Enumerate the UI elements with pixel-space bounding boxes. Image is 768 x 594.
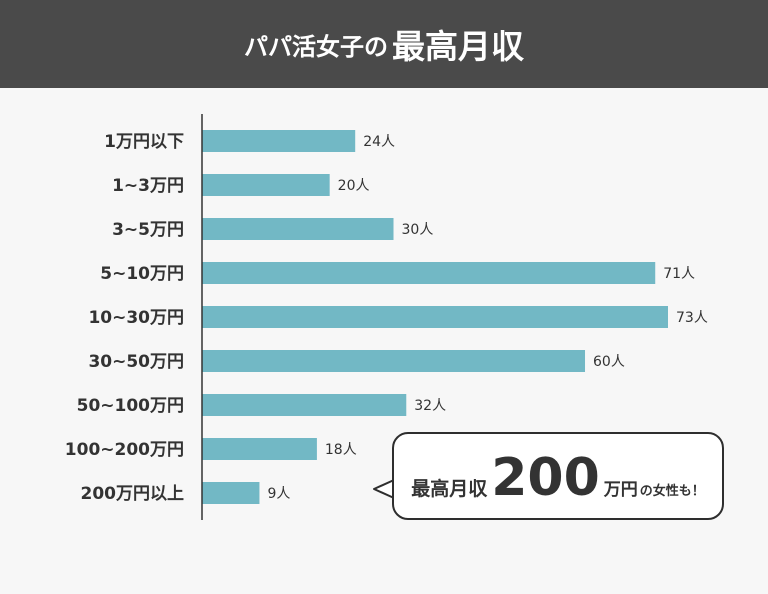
- callout-bubble: 最高月収 200 万円 の女性も！: [392, 432, 724, 520]
- bar: [202, 130, 356, 152]
- value-label: 9人: [267, 486, 290, 502]
- value-label: 32人: [414, 398, 446, 414]
- value-label: 24人: [363, 134, 395, 150]
- callout-number: 200: [491, 448, 600, 508]
- bar: [202, 482, 260, 504]
- value-label: 30人: [402, 222, 434, 238]
- chart-title-banner: パパ活女子の 最高月収: [0, 0, 768, 88]
- value-label: 60人: [593, 354, 625, 370]
- callout-tail-text: の女性も！: [639, 484, 705, 499]
- callout-prefix: 最高月収: [411, 478, 488, 500]
- title-main: 最高月収: [392, 27, 524, 66]
- bar: [202, 262, 656, 284]
- bar: [202, 174, 330, 196]
- bar: [202, 438, 317, 460]
- category-label: 3~5万円: [112, 220, 184, 240]
- category-label: 50~100万円: [77, 396, 184, 416]
- bar: [202, 218, 394, 240]
- value-label: 20人: [338, 178, 370, 194]
- bar-chart: 1万円以下 24人 1~3万円 20人 3~5万円 30人 5~10万円 71人 10~30万円…: [65, 114, 708, 520]
- category-label: 5~10万円: [100, 264, 184, 284]
- category-label: 10~30万円: [88, 308, 184, 328]
- bar: [202, 306, 668, 328]
- category-label: 1万円以下: [104, 132, 184, 152]
- callout-suffix: 万円: [603, 480, 638, 500]
- title-prefix: パパ活女子の: [244, 32, 388, 61]
- category-label: 100~200万円: [65, 440, 184, 460]
- value-label: 18人: [325, 442, 357, 458]
- bar: [202, 394, 407, 416]
- bar: [202, 350, 586, 372]
- category-label: 200万円以上: [81, 484, 185, 504]
- category-label: 30~50万円: [88, 352, 184, 372]
- value-label: 71人: [663, 266, 695, 282]
- value-label: 73人: [676, 310, 708, 326]
- category-label: 1~3万円: [112, 176, 184, 196]
